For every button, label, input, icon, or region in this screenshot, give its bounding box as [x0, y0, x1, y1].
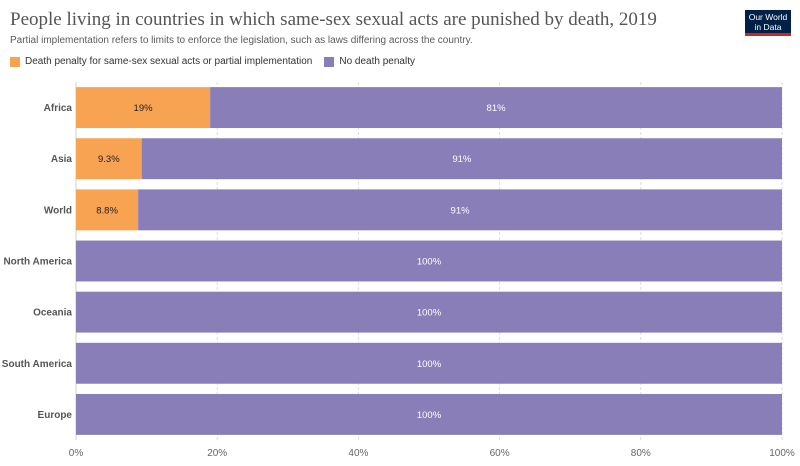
bar-world-no-death-penalty[interactable] [138, 189, 783, 231]
logo-line-1: Our World [748, 12, 788, 22]
category-label-oceania: Oceania [33, 308, 72, 319]
data-label: 100% [417, 308, 442, 319]
data-label: 8.8% [96, 205, 118, 216]
x-tick-label: 60% [490, 448, 510, 459]
legend-item-death-penalty[interactable]: Death penalty for same-sex sexual acts o… [10, 56, 312, 67]
bar-north-america-no-death-penalty[interactable] [76, 240, 782, 282]
bar-asia-no-death-penalty[interactable] [141, 138, 782, 180]
legend-label-no-death-penalty: No death penalty [339, 56, 415, 67]
legend-item-no-death-penalty[interactable]: No death penalty [324, 56, 415, 67]
legend-label-death-penalty: Death penalty for same-sex sexual acts o… [25, 56, 313, 67]
data-label: 100% [417, 410, 442, 421]
bar-asia-death-penalty[interactable] [76, 138, 142, 180]
data-label: 81% [487, 103, 507, 114]
x-tick-label: 80% [631, 448, 651, 459]
category-label-africa: Africa [44, 103, 73, 114]
category-label-world: World [44, 205, 72, 216]
logo-line-2: in Data [754, 22, 782, 32]
category-label-south-america: South America [2, 359, 73, 370]
legend-swatch-death-penalty [10, 56, 20, 67]
category-labels: Africa Asia World North America Oceania South… [2, 103, 73, 421]
category-label-north-america: North America [3, 257, 72, 268]
bar-world-death-penalty[interactable] [76, 189, 139, 231]
legend-swatch-no-death-penalty [324, 56, 335, 67]
data-label: 9.3% [98, 154, 120, 165]
category-label-asia: Asia [51, 154, 73, 165]
bars: 19% 81% 9.3% 91% 8.8% 91% 100% 100% 100% 100% [76, 87, 783, 435]
x-tick-label: 0% [69, 448, 84, 459]
x-tick-label: 100% [769, 448, 795, 459]
x-tick-label: 20% [207, 448, 227, 459]
category-label-europe: Europe [38, 410, 73, 421]
bar-south-america-no-death-penalty[interactable] [76, 342, 782, 384]
data-label: 19% [134, 103, 154, 114]
chart-subtitle: Partial implementation refers to limits … [10, 35, 473, 46]
bar-africa-no-death-penalty[interactable] [210, 87, 782, 129]
data-label: 91% [452, 154, 472, 165]
data-label: 91% [451, 205, 471, 216]
data-label: 100% [417, 359, 442, 370]
chart-title: People living in countries in which same… [10, 9, 657, 30]
bar-africa-death-penalty[interactable] [76, 87, 211, 129]
x-tick-label: 40% [348, 448, 368, 459]
owid-logo[interactable]: Our World in Data [745, 10, 791, 36]
x-axis-ticks: 0% 20% 40% 60% 80% 100% [69, 448, 795, 459]
legend: Death penalty for same-sex sexual acts o… [10, 56, 427, 67]
data-label: 100% [417, 257, 442, 268]
bar-oceania-no-death-penalty[interactable] [76, 291, 782, 333]
bar-europe-no-death-penalty[interactable] [76, 393, 782, 435]
